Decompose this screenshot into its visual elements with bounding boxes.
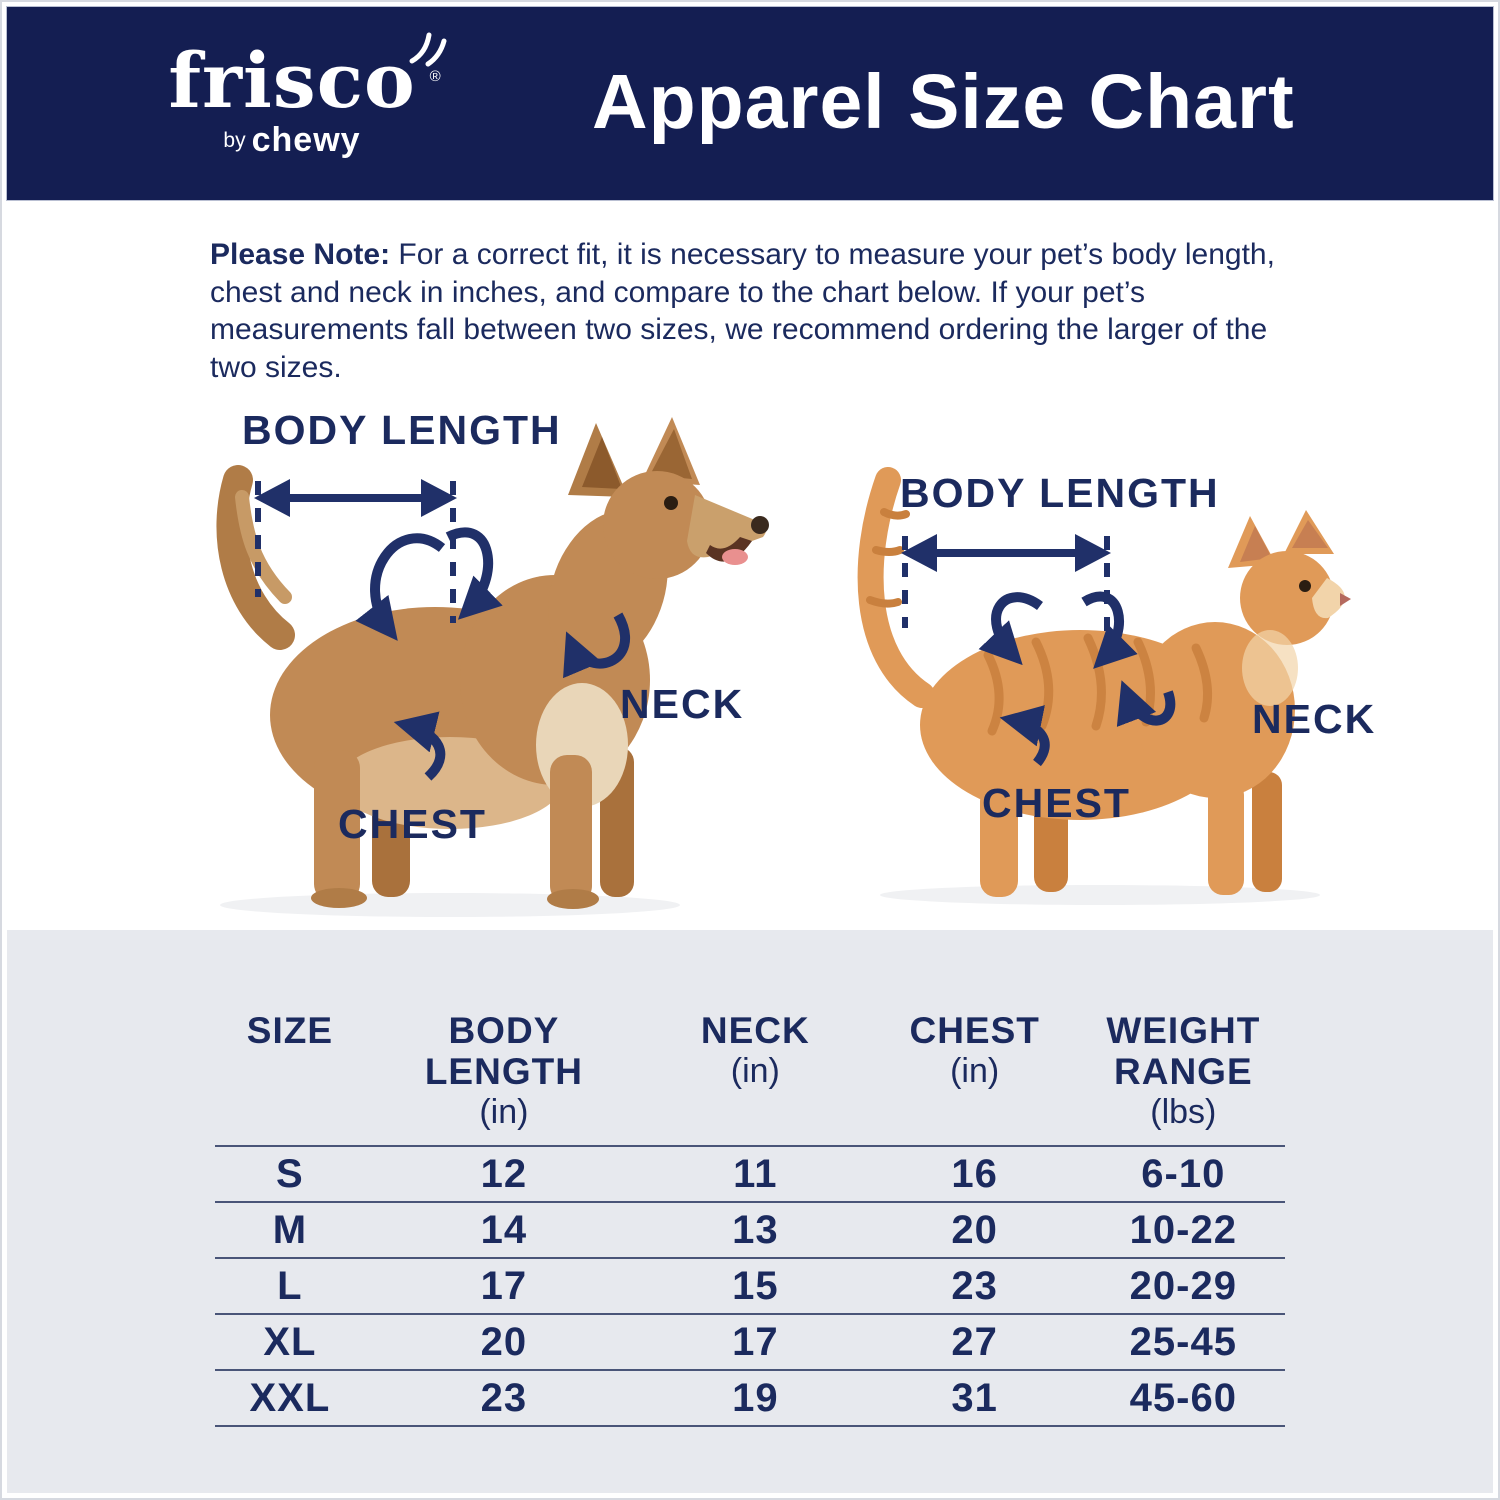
body-length-value: 20 bbox=[480, 1319, 528, 1364]
size-value: XL bbox=[263, 1319, 317, 1364]
body-length-value: 23 bbox=[480, 1375, 528, 1420]
table-row-m: M 14 13 20 10-22 bbox=[215, 1201, 1285, 1257]
table-row-l: L 17 15 23 20-29 bbox=[215, 1257, 1285, 1313]
size-value: S bbox=[276, 1151, 304, 1196]
neck-value: 17 bbox=[732, 1319, 779, 1364]
col-header-weight-range: WEIGHT RANGE (lbs) bbox=[1106, 1010, 1261, 1131]
swoosh-icon bbox=[409, 32, 447, 67]
dog-neck-label: NECK bbox=[620, 681, 745, 727]
neck-value: 13 bbox=[732, 1207, 779, 1252]
body-length-value: 12 bbox=[480, 1151, 528, 1196]
cat-body-length-label: BODY LENGTH bbox=[900, 470, 1220, 516]
note-paragraph: Please Note: For a correct fit, it is ne… bbox=[210, 236, 1305, 386]
frisco-wordmark-wrap: frisco ® bbox=[168, 32, 447, 121]
chest-value: 20 bbox=[951, 1207, 998, 1252]
dog-measurement-diagram: BODY LENGTH NECK CHEST bbox=[150, 385, 770, 920]
col-header-size: SIZE bbox=[246, 1010, 334, 1051]
dog-body-length-label: BODY LENGTH bbox=[242, 407, 562, 453]
registered-mark: ® bbox=[429, 68, 442, 85]
weight-range-value: 10-22 bbox=[1129, 1207, 1237, 1252]
dog-chest-label: CHEST bbox=[338, 801, 487, 847]
weight-range-value: 20-29 bbox=[1129, 1263, 1237, 1308]
body-length-value: 17 bbox=[480, 1263, 528, 1308]
neck-value: 19 bbox=[732, 1375, 779, 1420]
chewy-wordmark: chewy bbox=[251, 121, 361, 159]
size-table-header: SIZE BODY LENGTH (in) NECK (in) CHEST (i… bbox=[215, 1010, 1285, 1133]
col-header-chest: CHEST (in) bbox=[909, 1010, 1040, 1090]
note-label: Please Note: bbox=[210, 238, 391, 271]
body-length-value: 14 bbox=[480, 1207, 528, 1252]
frisco-logo: frisco ® by chewy bbox=[157, 32, 447, 160]
note-text: For a correct fit, it is necessary to me… bbox=[210, 238, 1275, 384]
weight-range-value: 6-10 bbox=[1141, 1151, 1226, 1196]
chest-value: 16 bbox=[951, 1151, 998, 1196]
size-value: XXL bbox=[249, 1375, 331, 1420]
chest-value: 27 bbox=[951, 1319, 998, 1364]
size-table-section: SIZE BODY LENGTH (in) NECK (in) CHEST (i… bbox=[7, 930, 1493, 1493]
table-row-xl: XL 20 17 27 25-45 bbox=[215, 1313, 1285, 1369]
byline: by chewy bbox=[157, 121, 427, 160]
frisco-wordmark: frisco bbox=[168, 36, 416, 125]
note-section: Please Note: For a correct fit, it is ne… bbox=[210, 236, 1305, 386]
col-header-neck: NECK (in) bbox=[700, 1010, 810, 1090]
size-table-body: S 12 11 16 6-10 M 14 13 20 10-22 L 17 15… bbox=[215, 1145, 1285, 1427]
neck-value: 15 bbox=[732, 1263, 779, 1308]
chest-value: 31 bbox=[951, 1375, 998, 1420]
weight-range-value: 45-60 bbox=[1129, 1375, 1237, 1420]
chest-value: 23 bbox=[951, 1263, 998, 1308]
weight-range-value: 25-45 bbox=[1129, 1319, 1237, 1364]
table-row-s: S 12 11 16 6-10 bbox=[215, 1145, 1285, 1201]
col-header-body-length: BODY LENGTH (in) bbox=[424, 1010, 583, 1131]
neck-value: 11 bbox=[733, 1151, 778, 1196]
cat-measurement-diagram: BODY LENGTH NECK CHEST bbox=[800, 430, 1410, 910]
size-value: L bbox=[277, 1263, 303, 1308]
header-band: frisco ® by chewy Apparel Size Chart bbox=[6, 6, 1494, 201]
table-row-xxl: XXL 23 19 31 45-60 bbox=[215, 1369, 1285, 1427]
byline-by: by bbox=[223, 129, 246, 152]
dog-illustration bbox=[216, 417, 769, 917]
size-value: M bbox=[272, 1207, 308, 1252]
page-title: Apparel Size Chart bbox=[592, 59, 1295, 145]
cat-illustration bbox=[857, 467, 1351, 905]
cat-neck-label: NECK bbox=[1252, 696, 1377, 742]
cat-chest-label: CHEST bbox=[982, 780, 1131, 826]
